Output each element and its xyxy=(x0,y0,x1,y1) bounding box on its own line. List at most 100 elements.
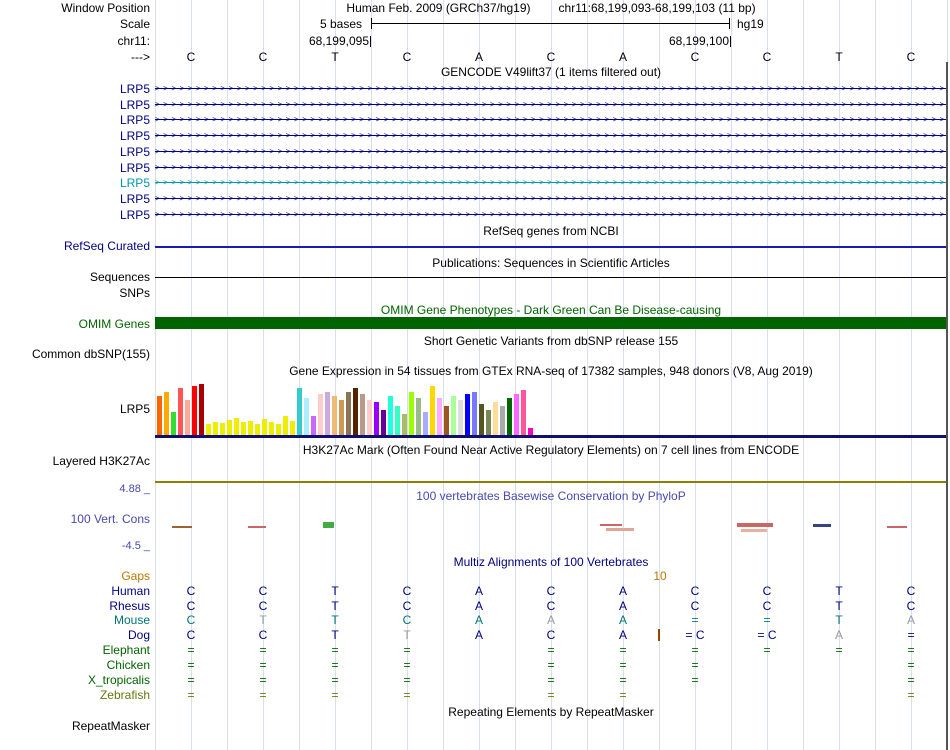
gene-label[interactable]: LRP5 xyxy=(119,129,150,143)
species-label[interactable]: X_tropicalis xyxy=(87,673,150,687)
gridline xyxy=(911,0,912,750)
refseq-track-label[interactable]: RefSeq Curated xyxy=(63,239,150,253)
snps-track-label[interactable]: SNPs xyxy=(119,286,150,300)
gtex-bar xyxy=(227,420,232,436)
species-label[interactable]: Zebrafish xyxy=(99,688,150,702)
species-label[interactable]: Dog xyxy=(127,628,150,642)
h3k27ac-track-label[interactable]: Layered H3K27Ac xyxy=(52,454,150,468)
multiz-cell: = xyxy=(403,688,411,702)
species-label[interactable]: Rhesus xyxy=(109,599,150,613)
gtex-bar xyxy=(521,390,526,436)
publications-item-line[interactable] xyxy=(155,277,947,278)
conservation-max-value: 4.88 _ xyxy=(119,483,150,495)
repeatmasker-track-title[interactable]: Repeating Elements by RepeatMasker xyxy=(448,705,654,719)
gtex-bar xyxy=(360,394,365,436)
publications-track-title[interactable]: Publications: Sequences in Scientific Ar… xyxy=(432,256,670,270)
h3k27ac-track-title[interactable]: H3K27Ac Mark (Often Found Near Active Re… xyxy=(302,443,800,457)
dbsnp-track-title[interactable]: Short Genetic Variants from dbSNP releas… xyxy=(423,334,679,348)
omim-track-title[interactable]: OMIM Gene Phenotypes - Dark Green Can Be… xyxy=(380,303,722,317)
gridline xyxy=(515,0,516,750)
gene-label[interactable]: LRP5 xyxy=(119,176,150,190)
gene-label[interactable]: LRP5 xyxy=(119,208,150,222)
species-label[interactable]: Chicken xyxy=(106,658,150,672)
base-letter: C xyxy=(690,50,700,64)
conservation-track-title[interactable]: 100 vertebrates Basewise Conservation by… xyxy=(416,489,686,503)
multiz-cell: = xyxy=(619,658,627,672)
gene-arrows[interactable]: >>>>>>>>>>>>>>>>>>>>>>>>>>>>>>>>>>>>>>>>… xyxy=(155,208,947,221)
gtex-bar xyxy=(304,398,309,436)
base-letter: C xyxy=(258,50,268,64)
gaps-row-label[interactable]: Gaps xyxy=(121,569,150,583)
omim-track-label[interactable]: OMIM Genes xyxy=(78,317,150,331)
multiz-track-title[interactable]: Multiz Alignments of 100 Vertebrates xyxy=(453,555,649,569)
species-label[interactable]: Mouse xyxy=(113,613,150,627)
gene-arrows[interactable]: >>>>>>>>>>>>>>>>>>>>>>>>>>>>>>>>>>>>>>>>… xyxy=(155,98,947,111)
multiz-cell: = xyxy=(691,658,699,672)
gtex-bar xyxy=(185,400,190,436)
gene-label[interactable]: LRP5 xyxy=(119,82,150,96)
gtex-gene-label[interactable]: LRP5 xyxy=(119,402,150,416)
refseq-track-title[interactable]: RefSeq genes from NCBI xyxy=(483,224,619,238)
multiz-cell: = xyxy=(187,643,195,657)
gencode-track-title[interactable]: GENCODE V49lift37 (1 items filtered out) xyxy=(440,65,662,79)
gene-label[interactable]: LRP5 xyxy=(119,98,150,112)
gene-arrows[interactable]: >>>>>>>>>>>>>>>>>>>>>>>>>>>>>>>>>>>>>>>>… xyxy=(155,145,947,158)
species-label[interactable]: Elephant xyxy=(102,643,150,657)
gene-label[interactable]: LRP5 xyxy=(119,145,150,159)
gtex-bar xyxy=(374,402,379,436)
gridline xyxy=(371,0,372,750)
gene-arrows[interactable]: >>>>>>>>>>>>>>>>>>>>>>>>>>>>>>>>>>>>>>>>… xyxy=(155,82,947,95)
gtex-track-title[interactable]: Gene Expression in 54 tissues from GTEx … xyxy=(289,364,813,378)
multiz-cell: = xyxy=(331,673,339,687)
base-letter: C xyxy=(186,50,196,64)
dbsnp-track-label[interactable]: Common dbSNP(155) xyxy=(31,347,150,361)
gtex-bar xyxy=(269,422,274,436)
species-label[interactable]: Human xyxy=(111,584,150,598)
multiz-cell: = xyxy=(907,658,915,672)
multiz-cell: = xyxy=(331,688,339,702)
coordinate-right-tick xyxy=(730,36,731,47)
gene-label[interactable]: LRP5 xyxy=(119,161,150,175)
gtex-bar xyxy=(311,416,316,436)
gtex-bar xyxy=(283,416,288,436)
gridline xyxy=(335,0,336,750)
conservation-min-value: -4.5 _ xyxy=(121,540,150,552)
conservation-track-label[interactable]: 100 Vert. Cons xyxy=(70,512,150,526)
multiz-cell: = xyxy=(331,658,339,672)
gtex-bar xyxy=(465,394,470,436)
multiz-cell: C xyxy=(906,599,916,613)
gene-arrows[interactable]: >>>>>>>>>>>>>>>>>>>>>>>>>>>>>>>>>>>>>>>>… xyxy=(155,176,947,189)
conservation-mark xyxy=(813,524,831,527)
multiz-cell: C xyxy=(546,599,556,613)
gene-arrows[interactable]: >>>>>>>>>>>>>>>>>>>>>>>>>>>>>>>>>>>>>>>>… xyxy=(155,192,947,205)
gridline xyxy=(191,0,192,750)
gtex-bar xyxy=(451,396,456,436)
multiz-cell: = xyxy=(691,613,699,627)
multiz-cell: C xyxy=(546,628,556,642)
repeatmasker-track-label[interactable]: RepeatMasker xyxy=(71,719,150,733)
gene-arrows[interactable]: >>>>>>>>>>>>>>>>>>>>>>>>>>>>>>>>>>>>>>>>… xyxy=(155,129,947,142)
gtex-bar xyxy=(507,398,512,436)
multiz-cell: = xyxy=(547,688,555,702)
gene-arrows[interactable]: >>>>>>>>>>>>>>>>>>>>>>>>>>>>>>>>>>>>>>>>… xyxy=(155,113,947,126)
base-letter: T xyxy=(331,50,339,64)
conservation-mark xyxy=(741,529,767,532)
gtex-baseline xyxy=(155,435,947,438)
sequences-track-label[interactable]: Sequences xyxy=(89,270,150,284)
gene-label[interactable]: LRP5 xyxy=(119,113,150,127)
gene-label[interactable]: LRP5 xyxy=(119,192,150,206)
omim-gene-bar[interactable] xyxy=(155,317,947,329)
gridline xyxy=(659,0,660,750)
conservation-mark xyxy=(600,524,622,526)
scale-value: 5 bases xyxy=(319,17,362,31)
gtex-bar xyxy=(528,428,533,436)
multiz-cell: = xyxy=(691,673,699,687)
gtex-bar xyxy=(318,394,323,436)
multiz-cell: T xyxy=(835,599,843,613)
gtex-bar xyxy=(458,400,463,436)
multiz-cell: = xyxy=(187,658,195,672)
multiz-cell: = xyxy=(907,643,915,657)
refseq-gene-line[interactable] xyxy=(155,246,947,248)
gene-arrows[interactable]: >>>>>>>>>>>>>>>>>>>>>>>>>>>>>>>>>>>>>>>>… xyxy=(155,161,947,174)
